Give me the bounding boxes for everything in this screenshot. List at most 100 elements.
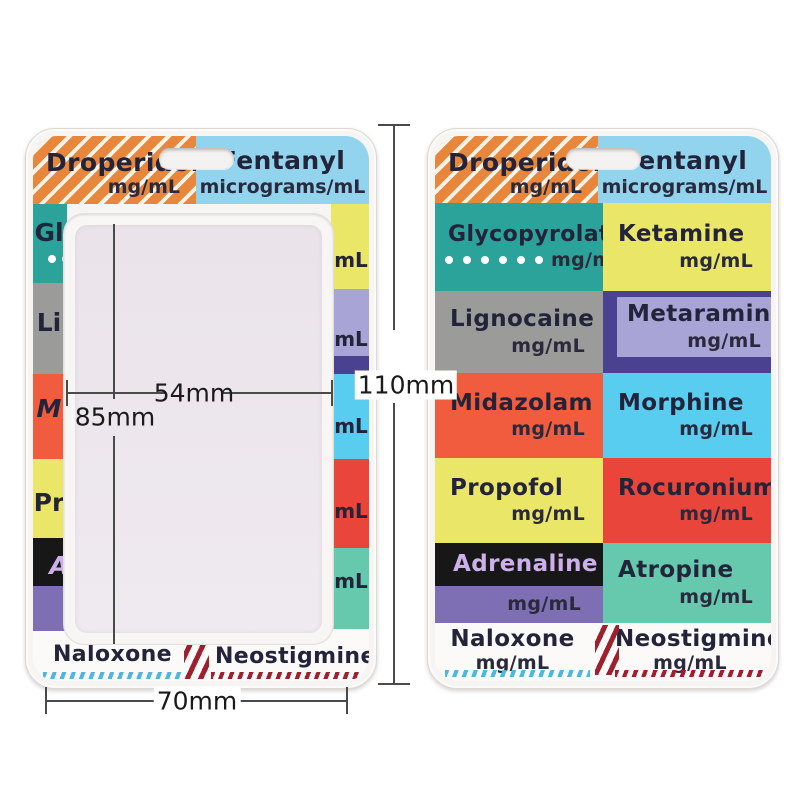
label-ketamine: Ketamine mg/mL [603,203,771,291]
label-divider-stripes [595,625,619,675]
lanyard-slot [159,148,234,169]
label-metaraminol-backing: Metaraminol mg/mL [603,291,771,373]
label-glycopyrolate-name: Glycopyrolate [448,221,626,247]
dimension-110mm-line [393,124,395,330]
label-naloxone-unit: mg/mL [475,652,550,674]
edge-metaraminol [331,289,369,356]
dimension-70mm-line [45,700,165,702]
label-fentanyl-name: Fentanyl [219,146,346,175]
label-midazolam-unit: mg/mL [511,418,585,441]
label-morphine-unit: mg/mL [679,418,753,441]
edge-ml-ketamine: mL [334,248,368,272]
front-print-area: Droperidol mg/mL Fentanyl micrograms/mL … [33,136,369,681]
label-atropine-name: Atropine [618,557,734,584]
label-rocuronium-name: Rocuronium [618,474,771,501]
label-adrenaline-unit: mg/mL [507,593,581,615]
blank-insert-card [75,225,322,633]
label-droperidol-unit: mg/mL [509,176,582,198]
dimension-54mm-line [221,392,333,394]
label-propofol: Propofol mg/mL [435,458,603,543]
dimension-54mm-line [66,392,166,394]
dimension-70mm-tick [346,687,348,714]
lanyard-slot [566,148,641,169]
label-fentanyl-name: Fentanyl [621,146,748,175]
label-midazolam-name: Midazolam [450,389,593,416]
dose-dots [445,256,543,265]
label-ketamine-name: Ketamine [618,221,745,248]
label-propofol-unit: mg/mL [511,503,585,526]
edge-glycopyrolate [33,204,67,283]
dimension-85mm-line [113,436,115,644]
dimension-54mm-label: 54mm [153,378,235,408]
neostigmine-dash-stripe [615,670,763,677]
label-fentanyl: Fentanyl micrograms/mL [598,136,771,203]
dimension-70mm-line [230,700,348,702]
edge-adrenaline-unit [33,586,67,631]
label-neostigmine-name: Neostigmine [215,644,369,669]
naloxone-dash-stripe [445,670,590,677]
naloxone-dash-stripe [43,672,183,679]
edge-letter-adrenaline: A [49,551,69,580]
label-atropine-unit: mg/mL [679,585,753,608]
edge-lignocaine [33,283,67,374]
label-droperidol: Droperidol mg/mL [33,136,199,204]
dimension-110mm-line [393,403,395,684]
label-metaraminol-unit: mg/mL [687,329,761,352]
dimension-85mm-label: 85mm [74,402,156,432]
edge-letter-lignocaine: Li [36,308,62,337]
dimension-54mm-tick [331,380,333,406]
label-lignocaine: Lignocaine mg/mL [435,291,603,373]
edge-atropine [331,548,369,629]
dimension-110mm-label: 110mm [354,370,458,400]
label-rocuronium: Rocuronium mg/mL [603,458,771,543]
label-ketamine-unit: mg/mL [679,249,753,272]
edge-letter-glycopyrolate: Gl [34,218,64,247]
dimension-85mm-line [113,224,115,399]
neostigmine-dash-stripe [211,672,361,679]
edge-rocuronium [331,459,369,548]
label-glycopyrolate: Glycopyrolate mg/mL [435,203,626,291]
edge-ml-metaraminol: mL [334,327,368,351]
dimension-70mm-label: 70mm [153,686,241,716]
label-naloxone-name: Naloxone [53,642,173,667]
label-neostigmine-name: Neostigmine [615,626,771,652]
edge-adrenaline [33,538,67,586]
label-lignocaine-unit: mg/mL [511,334,585,357]
label-midazolam: Midazolam mg/mL [435,373,603,458]
edge-letter-midazolam: M [36,394,62,423]
edge-letter-propofol: Pr [33,488,65,517]
label-metaraminol: Metaraminol mg/mL [617,297,771,357]
edge-ml-morphine: mL [334,414,368,438]
label-atropine: Atropine mg/mL [603,543,771,623]
dimension-110mm-tick [378,124,410,126]
edge-midazolam [33,374,67,459]
dimension-54mm-tick [66,380,68,406]
label-adrenaline-unit-band: mg/mL [435,586,603,623]
label-morphine-name: Morphine [618,389,744,416]
dimension-70mm-tick [45,687,47,714]
label-fentanyl-unit: micrograms/mL [199,176,366,198]
label-rocuronium-unit: mg/mL [679,503,753,526]
label-droperidol-unit: mg/mL [107,176,180,198]
edge-propofol [33,459,67,538]
edge-ml-rocuronium: mL [334,499,368,523]
back-print-area: Droperidol mg/mL Fentanyl micrograms/mL … [435,136,771,681]
label-morphine: Morphine mg/mL [603,373,771,458]
label-neostigmine-unit: mg/mL [653,652,727,674]
label-fentanyl-unit: micrograms/mL [601,176,768,198]
label-fentanyl: Fentanyl micrograms/mL [196,136,369,204]
label-propofol-name: Propofol [450,474,564,501]
label-droperidol: Droperidol mg/mL [435,136,601,203]
label-adrenaline-name: Adrenaline [453,551,598,577]
label-adrenaline: Adrenaline [435,543,603,586]
edge-metaraminol-border [331,356,369,374]
label-lignocaine-name: Lignocaine [450,306,595,333]
edge-ketamine [331,204,369,289]
edge-ml-atropine: mL [334,569,368,593]
card-holder-front: Droperidol mg/mL Fentanyl micrograms/mL … [25,128,377,689]
label-naloxone-name: Naloxone [450,626,575,652]
label-metaraminol-name: Metaraminol [627,301,771,328]
clear-window [64,214,333,644]
card-holder-back: Droperidol mg/mL Fentanyl micrograms/mL … [427,128,779,689]
back-bottom-band: Naloxone mg/mL Neostigmine mg/mL [435,623,771,681]
